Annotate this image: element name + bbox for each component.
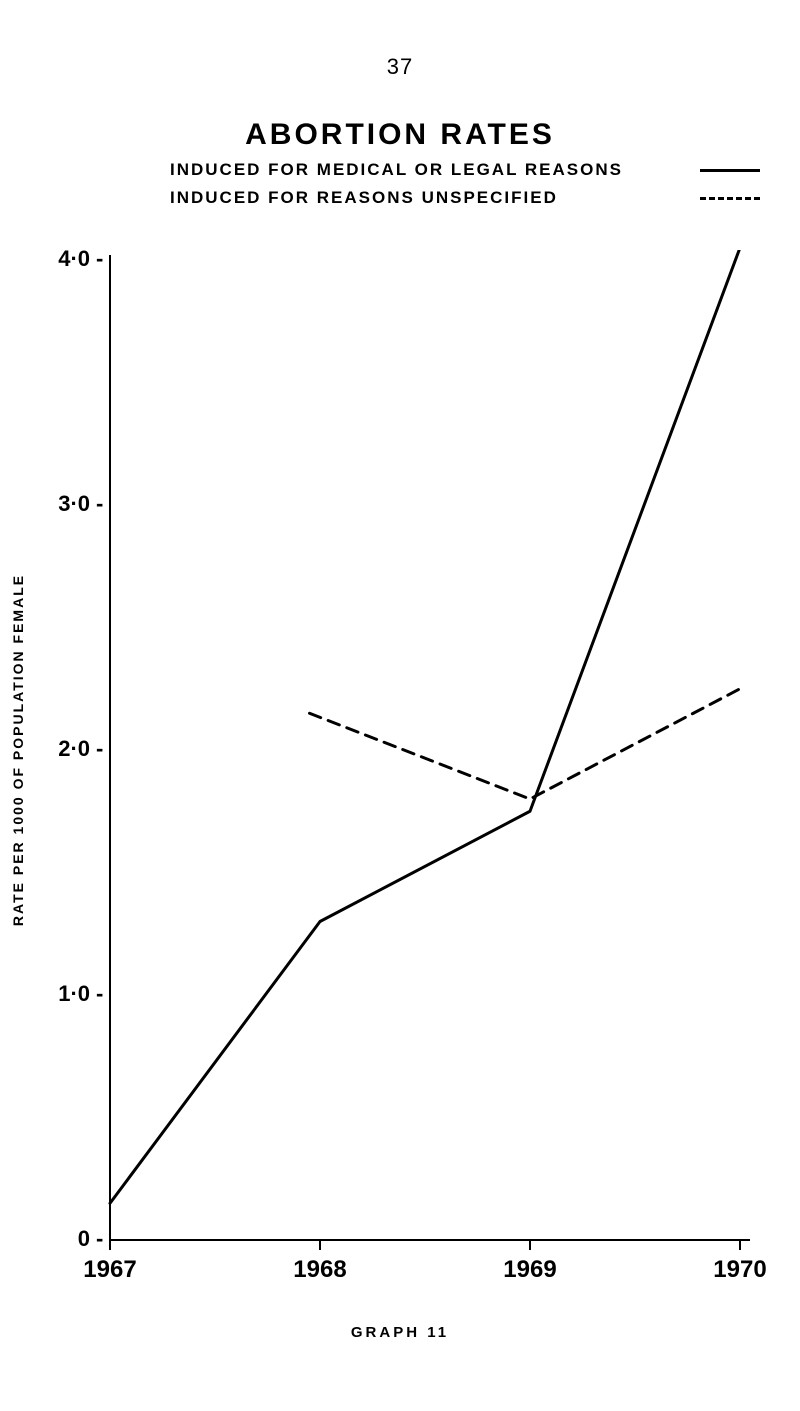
graph-caption: GRAPH 11 (0, 1324, 800, 1341)
y-tick-dash: - (96, 736, 103, 762)
legend: INDUCED FOR MEDICAL OR LEGAL REASONS IND… (170, 160, 760, 216)
y-tick-dash: - (96, 981, 103, 1007)
chart-plot (0, 250, 800, 1300)
legend-swatch-dashed (700, 197, 760, 200)
y-tick-label: 4·0 (30, 246, 90, 272)
page-number: 37 (0, 54, 800, 80)
legend-row-1: INDUCED FOR REASONS UNSPECIFIED (170, 188, 760, 208)
x-tick-label: 1970 (700, 1256, 780, 1284)
y-tick-dash: - (96, 246, 103, 272)
page-container: 37 ABORTION RATES INDUCED FOR MEDICAL OR… (0, 0, 800, 1411)
legend-label-1: INDUCED FOR REASONS UNSPECIFIED (170, 188, 558, 208)
legend-swatch-solid (700, 169, 760, 172)
y-tick-label: 1·0 (30, 981, 90, 1007)
y-tick-label: 3·0 (30, 491, 90, 517)
y-tick-label: 0 (30, 1226, 90, 1252)
y-tick-dash: - (96, 491, 103, 517)
y-tick-dash: - (96, 1226, 103, 1252)
chart-title: ABORTION RATES (0, 118, 800, 152)
x-tick-label: 1967 (70, 1256, 150, 1284)
legend-label-0: INDUCED FOR MEDICAL OR LEGAL REASONS (170, 160, 623, 180)
x-tick-label: 1968 (280, 1256, 360, 1284)
y-tick-label: 2·0 (30, 736, 90, 762)
legend-row-0: INDUCED FOR MEDICAL OR LEGAL REASONS (170, 160, 760, 180)
x-tick-label: 1969 (490, 1256, 570, 1284)
